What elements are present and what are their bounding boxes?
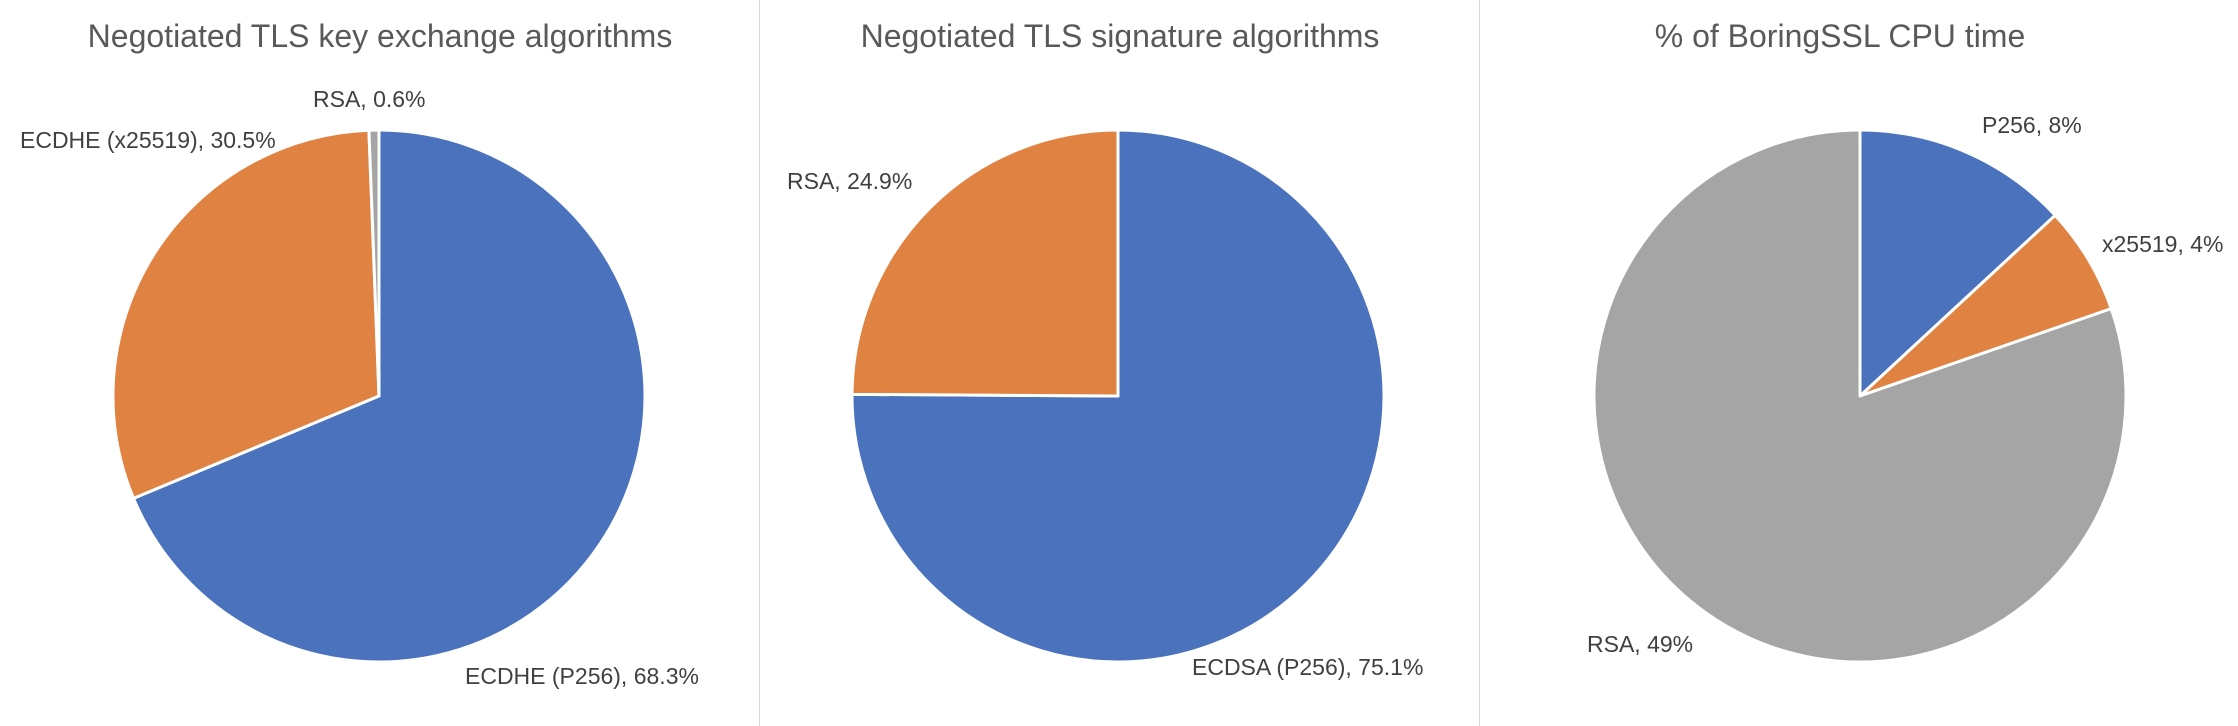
slice-label-ecdhe-p256: ECDHE (P256), 68.3%	[465, 663, 699, 689]
slice-label-ecdhe-x25519: ECDHE (x25519), 30.5%	[20, 127, 276, 153]
chart-title-key-exchange: Negotiated TLS key exchange algorithms	[87, 18, 673, 54]
chart-title-signature: Negotiated TLS signature algorithms	[860, 18, 1380, 54]
slice-label-p256: P256, 8%	[1982, 112, 2082, 138]
slice-label-ecdsa-p256: ECDSA (P256), 75.1%	[1192, 654, 1424, 680]
panel-divider	[1479, 0, 1480, 726]
pie-slice-rsa	[367, 128, 381, 398]
slice-label-rsa: RSA, 0.6%	[313, 86, 426, 112]
pie-slice-ecdhe-p256	[131, 128, 647, 664]
panel-divider	[759, 0, 760, 726]
chart-title-cpu-time: % of BoringSSL CPU time	[1654, 18, 2026, 54]
pie-slice-x25519	[1858, 213, 2113, 398]
pie-slice-rsa	[850, 128, 1120, 398]
slice-label-rsa: RSA, 49%	[1587, 631, 1694, 657]
pie-slice-p256	[1858, 128, 2057, 398]
pie-slice-ecdhe-x25519	[111, 128, 381, 500]
pie-slice-rsa	[1592, 128, 2128, 664]
slice-label-rsa: RSA, 24.9%	[787, 168, 913, 194]
slice-label-x25519: x25519, 4%	[2102, 231, 2224, 257]
